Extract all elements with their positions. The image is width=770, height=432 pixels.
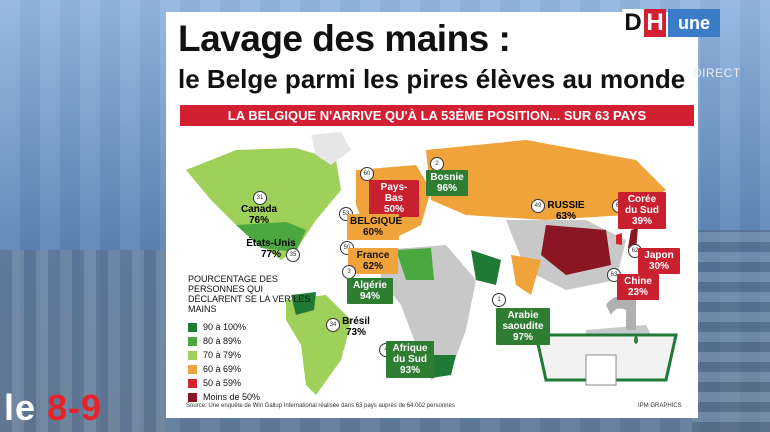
legend-title: POURCENTAGE DES PERSONNES QUI DÉCLARENT … [188, 274, 318, 314]
country-value: 63% [544, 211, 588, 222]
show-name: le 8-9 [4, 387, 102, 429]
graphics-credit: IPM GRAPHICS [638, 403, 682, 409]
legend-item: 50 à 59% [188, 376, 318, 390]
logo-h-tile: H [644, 9, 666, 37]
legend-item: 90 à 100% [188, 320, 318, 334]
india-shape [511, 255, 541, 295]
logo-une-tile: une [668, 9, 720, 37]
country-label-usa: États-Unis 77% [246, 238, 296, 260]
country-name: Afrique du Sud [389, 343, 431, 365]
country-value: 76% [234, 215, 284, 226]
map-legend: POURCENTAGE DES PERSONNES QUI DÉCLARENT … [188, 274, 318, 404]
legend-label: 90 à 100% [203, 322, 246, 332]
country-label-china: Chine 23% [617, 274, 659, 300]
rank-badge: 60 [360, 167, 374, 181]
ranking-banner: LA BELGIQUE N'ARRIVE QU'À LA 53ÈME POSIT… [180, 105, 694, 126]
rank-badge: 3 [342, 265, 356, 279]
country-name: États-Unis [246, 238, 296, 249]
country-name: Japon [641, 250, 677, 261]
korea-shape [616, 233, 622, 245]
country-value: 77% [246, 249, 296, 260]
country-label-south-africa: Afrique du Sud 93% [386, 341, 434, 378]
background-building-right [692, 230, 770, 432]
legend-label: 50 à 59% [203, 378, 241, 388]
legend-label: 80 à 89% [203, 336, 241, 346]
country-value: 94% [350, 291, 390, 302]
country-label-belgium: BELGIQUE 60% [347, 214, 399, 240]
legend-items: 90 à 100% 80 à 89% 70 à 79% 60 à 69% 50 à 59… [188, 320, 318, 404]
source-note: Source: Une enquête de Win Gallup Intern… [186, 403, 455, 409]
country-value: 62% [351, 261, 395, 272]
logo-d-tile: D [622, 9, 644, 37]
legend-swatch [188, 351, 197, 360]
country-value: 39% [621, 216, 663, 227]
country-value: 96% [429, 183, 465, 194]
country-label-netherlands: Pays-Bas 50% [369, 180, 419, 217]
legend-swatch [188, 393, 197, 402]
country-label-algeria: Algérie 94% [347, 278, 393, 304]
towel-shape [586, 355, 616, 385]
country-name: France [351, 250, 395, 261]
country-label-canada: Canada 76% [234, 204, 284, 226]
country-name: Corée du Sud [621, 194, 663, 216]
country-value: 60% [350, 227, 396, 238]
country-value: 97% [499, 332, 547, 343]
legend-item: 70 à 79% [188, 348, 318, 362]
legend-label: Moins de 50% [203, 392, 260, 402]
country-value: 73% [338, 327, 374, 338]
legend-item: Moins de 50% [188, 390, 318, 404]
legend-item: 80 à 89% [188, 334, 318, 348]
country-name: Canada [234, 204, 284, 215]
infographic-subtitle: le Belge parmi les pires élèves au monde [178, 64, 685, 95]
rank-badge: 1 [492, 293, 506, 307]
country-name: Algérie [350, 280, 390, 291]
country-label-brazil: Brésil 73% [338, 316, 374, 338]
channel-logo: D H une [622, 9, 724, 37]
country-value: 93% [389, 365, 431, 376]
country-name: RUSSIE [544, 200, 588, 211]
show-accent: 8-9 [47, 387, 102, 428]
show-prefix: le [4, 387, 47, 428]
legend-swatch [188, 365, 197, 374]
country-value: 23% [620, 287, 656, 298]
legend-swatch [188, 323, 197, 332]
legend-label: 70 à 79% [203, 350, 241, 360]
country-label-bosnia: Bosnie 96% [426, 170, 468, 196]
legend-item: 60 à 69% [188, 362, 318, 376]
country-name: Arabie saoudite [499, 310, 547, 332]
legend-swatch [188, 379, 197, 388]
rank-badge: 49 [531, 199, 545, 213]
faucet-shape [606, 296, 636, 330]
country-label-south-korea: Corée du Sud 39% [618, 192, 666, 229]
rank-badge: 31 [253, 191, 267, 205]
legend-swatch [188, 337, 197, 346]
country-label-japan: Japon 30% [638, 248, 680, 274]
country-value: 30% [641, 261, 677, 272]
infographic-title: Lavage des mains : [178, 18, 510, 60]
legend-label: 60 à 69% [203, 364, 241, 374]
country-name: Chine [620, 276, 656, 287]
rank-badge: 2 [430, 157, 444, 171]
country-name: Bosnie [429, 172, 465, 183]
country-name: Brésil [338, 316, 374, 327]
infographic-card: Lavage des mains : le Belge parmi les pi… [166, 12, 698, 418]
country-label-saudi-arabia: Arabie saoudite 97% [496, 308, 550, 345]
live-indicator: DIRECT [693, 66, 741, 80]
country-name: BELGIQUE [350, 216, 396, 227]
country-label-russia: RUSSIE 63% [544, 200, 588, 222]
country-name: Pays-Bas [372, 182, 416, 204]
